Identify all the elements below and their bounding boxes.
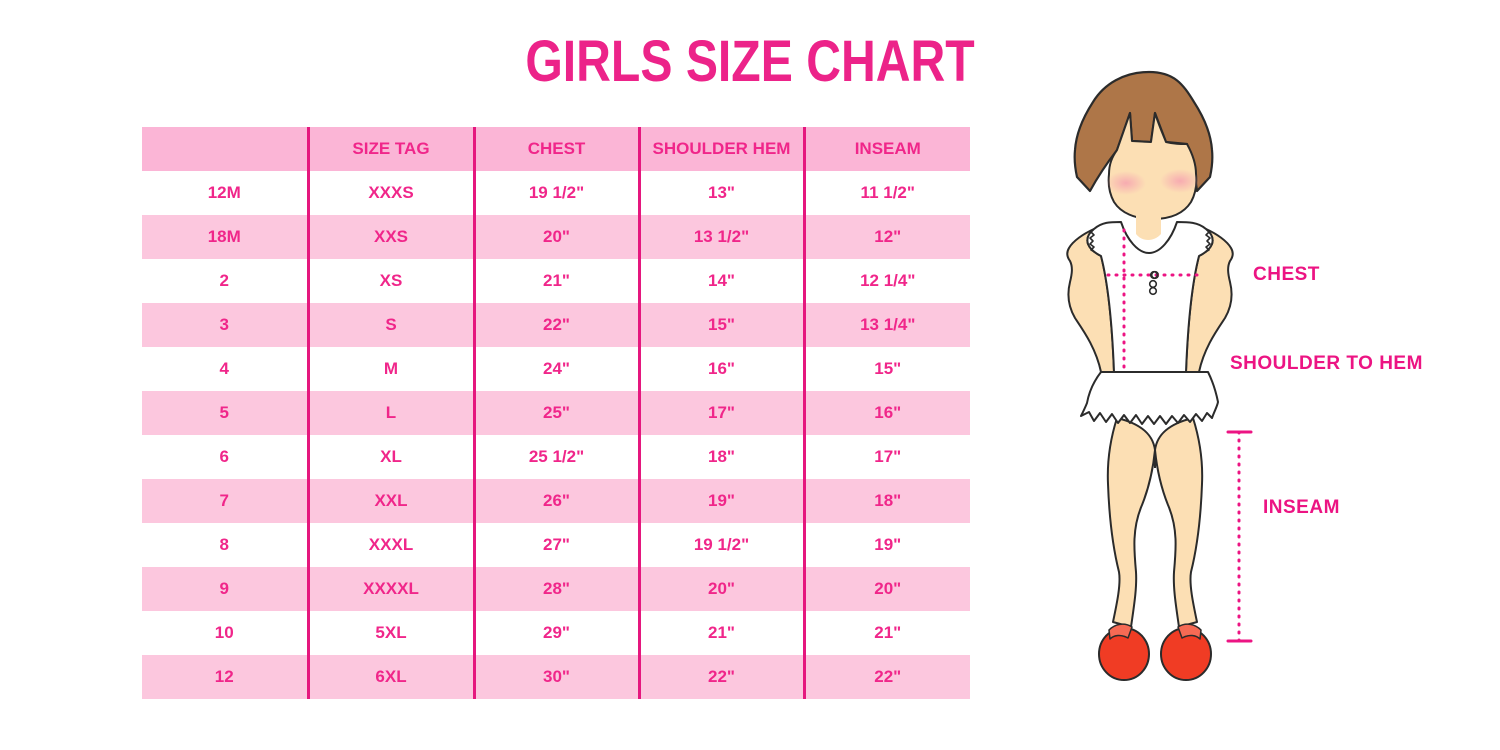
svg-text:INSEAM: INSEAM — [1263, 497, 1340, 518]
svg-text:SHOULDER TO HEM: SHOULDER TO HEM — [1230, 353, 1423, 374]
svg-text:CHEST: CHEST — [1253, 264, 1320, 285]
